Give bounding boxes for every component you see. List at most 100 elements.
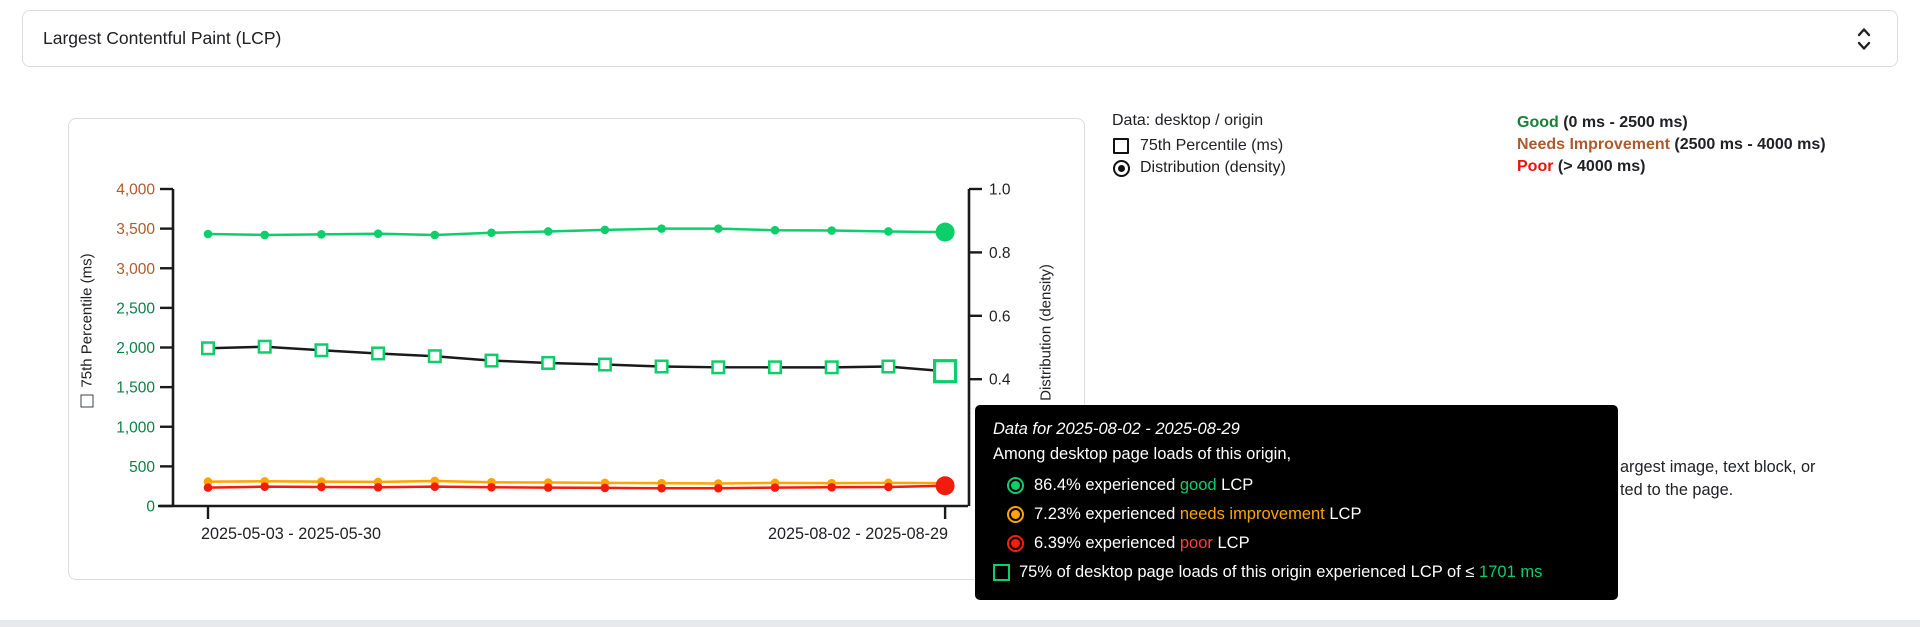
left-tick-label: 3,500	[116, 221, 155, 238]
left-tick-label: 500	[129, 459, 155, 476]
description-line-2: ted to the page.	[1620, 481, 1734, 499]
tooltip-poor-text: 6.39% experienced poor LCP	[1034, 533, 1250, 552]
good-circle-icon	[1007, 476, 1024, 494]
p75-percentile-ms-point[interactable]	[932, 359, 958, 384]
p75-percentile-ms-point[interactable]	[257, 339, 272, 354]
radio-selected-icon[interactable]	[1113, 159, 1130, 177]
tooltip-subtitle: Among desktop page loads of this origin,	[993, 445, 1292, 463]
lcp-chart[interactable]: 4,000 3,500 3,000 2,500 2,000 1,500 1,000 500 0 1…	[69, 119, 1084, 579]
poor-density-point[interactable]	[884, 482, 893, 492]
needs-improvement-density-point[interactable]	[203, 477, 213, 486]
good-density-point[interactable]	[657, 224, 666, 233]
good-density-point[interactable]	[827, 226, 836, 235]
legend-item-p75[interactable]: 75th Percentile (ms)	[1112, 135, 1286, 157]
poor-circle-icon	[1007, 534, 1024, 552]
x-tick-label: 2025-05-03 - 2025-05-30	[201, 525, 381, 543]
good-density-point[interactable]	[884, 227, 893, 236]
next-section-divider	[0, 620, 1920, 627]
right-tick-label: 0.4	[989, 372, 1011, 389]
p75-percentile-ms-point[interactable]	[881, 359, 896, 374]
poor-density-point[interactable]	[543, 483, 553, 492]
right-tick-label: 0.8	[989, 245, 1011, 262]
poor-density-point[interactable]	[430, 482, 440, 491]
threshold-good-range: (0 ms - 2500 ms)	[1558, 114, 1688, 131]
left-tick-label: 4,000	[116, 182, 155, 199]
lcp-chart-card: 4,000 3,500 3,000 2,500 2,000 1,500 1,000 500 0 1…	[68, 118, 1085, 580]
needs-improvement-density-line	[207, 479, 946, 485]
poor-density-point[interactable]	[770, 483, 780, 492]
good-density-point[interactable]	[543, 227, 553, 236]
needs-improvement-circle-icon	[1007, 505, 1024, 523]
threshold-poor-label: Poor	[1517, 158, 1554, 175]
threshold-legend: Good (0 ms - 2500 ms) Needs Improvement …	[1517, 112, 1826, 178]
good-density-line	[207, 227, 946, 237]
threshold-poor: Poor (> 4000 ms)	[1517, 156, 1826, 178]
tooltip-good-text: 86.4% experienced good LCP	[1034, 475, 1254, 494]
threshold-poor-range: (> 4000 ms)	[1553, 158, 1646, 175]
good-density-point[interactable]	[600, 225, 610, 235]
unfold-more-icon[interactable]	[1851, 25, 1877, 53]
p75-percentile-ms-line	[207, 345, 946, 373]
left-tick-label: 3,000	[116, 261, 155, 278]
threshold-good-label: Good	[1517, 114, 1559, 131]
poor-density-point[interactable]	[260, 482, 269, 491]
tooltip-row-p75: 75% of desktop page loads of this origin…	[993, 561, 1600, 583]
good-density-point[interactable]	[373, 229, 383, 238]
tooltip-row-poor: 6.39% experienced poor LCP	[1007, 532, 1600, 554]
poor-density-point[interactable]	[373, 482, 383, 492]
p75-percentile-ms-point[interactable]	[824, 360, 839, 375]
poor-density-line	[207, 484, 946, 490]
p75-percentile-ms-point[interactable]	[427, 349, 442, 364]
good-density-point[interactable]	[317, 230, 326, 239]
p75-percentile-ms-point[interactable]	[654, 359, 669, 374]
good-density-point[interactable]	[260, 230, 269, 240]
poor-density-point[interactable]	[827, 482, 836, 492]
poor-density-point[interactable]	[487, 482, 496, 492]
good-density-point[interactable]	[487, 228, 496, 238]
poor-density-point[interactable]	[203, 483, 213, 492]
p75-square-icon	[993, 563, 1010, 581]
left-axis-title-label: 75th Percentile (ms)	[78, 253, 96, 388]
p75-percentile-ms-point[interactable]	[768, 360, 782, 375]
left-axis-title: 75th Percentile (ms)	[79, 248, 96, 414]
legend-item-distribution[interactable]: Distribution (density)	[1112, 157, 1286, 179]
good-density-point[interactable]	[935, 222, 955, 242]
data-source-label: Data: desktop / origin	[1112, 112, 1264, 129]
p75-percentile-ms-point[interactable]	[484, 353, 499, 368]
p75-percentile-ms-point[interactable]	[201, 341, 215, 356]
p75-percentile-ms-point[interactable]	[314, 343, 329, 358]
right-axis-title: Distribution (density)	[1038, 252, 1055, 414]
checkbox-icon[interactable]	[1113, 138, 1129, 154]
left-tick-label: 2,000	[116, 340, 155, 357]
chart-legend: Data: desktop / origin 75th Percentile (…	[1112, 112, 1286, 179]
threshold-needs-improvement: Needs Improvement (2500 ms - 4000 ms)	[1517, 134, 1826, 156]
good-density-point[interactable]	[770, 225, 780, 235]
x-tick-label: 2025-08-02 - 2025-08-29	[768, 525, 948, 543]
square-marker-icon	[80, 394, 94, 408]
threshold-ni-label: Needs Improvement	[1517, 136, 1670, 153]
right-axis-title-label: Distribution (density)	[1037, 264, 1055, 401]
chart-tooltip: Data for 2025-08-02 - 2025-08-29 Among d…	[975, 405, 1618, 600]
poor-density-point[interactable]	[317, 482, 326, 492]
p75-percentile-ms-point[interactable]	[597, 357, 612, 372]
left-tick-label: 2,500	[116, 300, 155, 317]
tooltip-p75-text: 75% of desktop page loads of this origin…	[1019, 562, 1543, 581]
tooltip-title: Data for 2025-08-02 - 2025-08-29	[993, 420, 1240, 438]
threshold-ni-range: (2500 ms - 4000 ms)	[1669, 136, 1826, 153]
right-tick-label: 0.6	[989, 308, 1011, 325]
good-density-point[interactable]	[430, 230, 440, 240]
right-tick-label: 1.0	[989, 182, 1011, 199]
poor-density-point[interactable]	[657, 483, 666, 493]
lcp-section-header[interactable]: Largest Contentful Paint (LCP)	[22, 10, 1898, 67]
poor-density-point[interactable]	[714, 483, 723, 493]
poor-density-point[interactable]	[935, 476, 955, 496]
p75-percentile-ms-point[interactable]	[541, 355, 556, 370]
good-density-point[interactable]	[714, 224, 723, 233]
good-density-point[interactable]	[203, 229, 213, 239]
p75-percentile-ms-point[interactable]	[371, 346, 386, 361]
p75-percentile-ms-point[interactable]	[711, 360, 726, 375]
legend-label-p75: 75th Percentile (ms)	[1140, 137, 1284, 154]
tooltip-row-good: 86.4% experienced good LCP	[1007, 474, 1600, 496]
poor-density-point[interactable]	[600, 483, 610, 493]
